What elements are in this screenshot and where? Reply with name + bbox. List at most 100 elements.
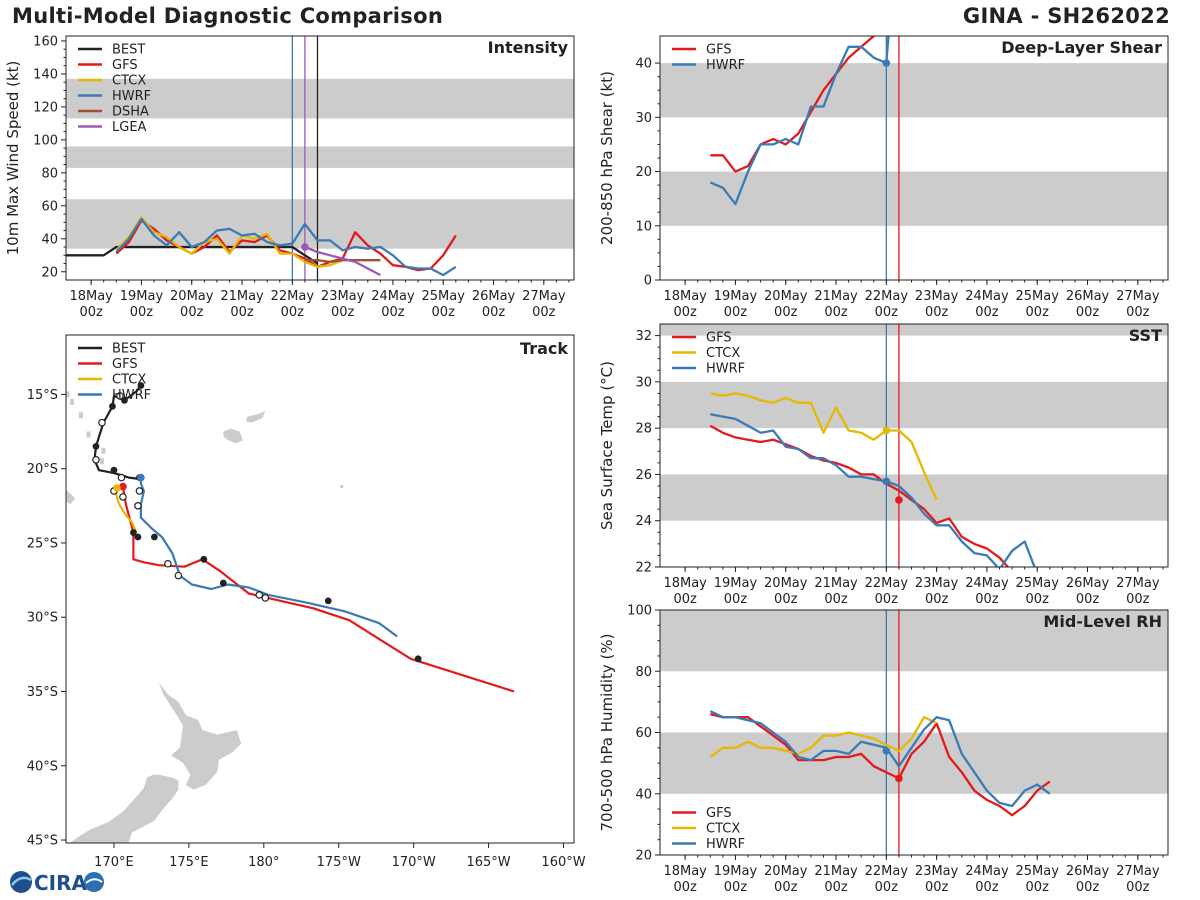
x-tick-label: 00z	[975, 880, 999, 895]
island	[69, 398, 74, 405]
y-tick-label: 26	[635, 468, 652, 483]
island	[99, 458, 104, 465]
y-tick-label: 40	[635, 787, 652, 802]
x-tick-label: 00z	[975, 305, 999, 320]
current-position	[113, 484, 121, 492]
series-line-lgea	[304, 245, 381, 277]
y-tick-label: 22	[635, 561, 652, 576]
x-tick-label: 26May	[1066, 289, 1110, 304]
track-point-00z	[324, 597, 332, 605]
track-point-12z	[92, 455, 100, 464]
x-tick-label: 00z	[381, 305, 405, 320]
storm-id: GINA - SH262022	[962, 4, 1170, 28]
lat-tick-label: 30°S	[27, 611, 58, 626]
series-line-ctcx	[709, 716, 938, 758]
x-tick-label: 00z	[230, 305, 254, 320]
track-point-00z	[151, 533, 158, 541]
x-tick-label: 25May	[1016, 289, 1060, 304]
x-tick-label: 25May	[422, 289, 466, 304]
track-point-12z	[135, 487, 144, 495]
y-tick-label: 20	[635, 849, 652, 864]
x-tick-label: 00z	[281, 305, 305, 320]
legend-label: BEST	[112, 43, 145, 58]
x-tick-label: 00z	[1026, 592, 1050, 607]
x-tick-label: 00z	[724, 880, 748, 895]
y-tick-label: 32	[635, 329, 652, 344]
x-tick-label: 24May	[965, 576, 1009, 591]
lat-tick-label: 35°S	[27, 685, 58, 700]
current-position	[137, 473, 145, 482]
track-point-00z	[109, 402, 116, 410]
current-marker	[895, 774, 903, 783]
track-point-12z	[164, 559, 172, 568]
lat-tick-label: 20°S	[27, 462, 58, 477]
panel-track: 170°E 175°E 180° 175°W 170°W 165°W 160°W 15°S 20…	[27, 334, 586, 870]
x-tick-label: 00z	[1126, 880, 1150, 895]
x-tick-label: 19May	[714, 576, 758, 591]
y-tick-label: 20	[635, 165, 652, 180]
y-tick-label: 60	[41, 199, 58, 214]
lon-tick-label: 165°W	[466, 855, 510, 870]
y-axis-label: Sea Surface Temp (°C)	[598, 361, 616, 530]
y-tick-label: 140	[33, 67, 58, 82]
lat-tick-label: 25°S	[27, 536, 58, 551]
x-tick-label: 18May	[663, 289, 707, 304]
y-tick-label: 40	[41, 232, 58, 247]
track-point-12z	[174, 571, 183, 580]
x-tick-label: 00z	[532, 305, 556, 320]
island	[101, 447, 106, 454]
x-tick-label: 22May	[271, 289, 315, 304]
shaded-band	[660, 610, 1168, 672]
x-tick-label: 00z	[925, 880, 949, 895]
legend-label: CTCX	[112, 74, 146, 89]
x-tick-label: 23May	[915, 864, 959, 879]
x-tick-label: 00z	[1026, 880, 1050, 895]
x-tick-label: 26May	[472, 289, 516, 304]
y-tick-label: 20	[41, 265, 58, 280]
x-tick-label: 22May	[865, 864, 909, 879]
panel-title: SST	[1129, 326, 1162, 345]
land-mass	[69, 774, 179, 843]
track-point-00z	[92, 443, 100, 450]
x-tick-label: 00z	[824, 880, 848, 895]
y-tick-label: 120	[33, 100, 58, 115]
x-tick-label: 00z	[975, 592, 999, 607]
x-tick-label: 18May	[663, 864, 707, 879]
panel-sst: 22242628303218May00z19May00z20May00z21Ma…	[598, 323, 1169, 607]
x-tick-label: 21May	[814, 576, 858, 591]
x-tick-label: 21May	[814, 864, 858, 879]
x-tick-label: 00z	[774, 880, 798, 895]
island	[86, 431, 91, 438]
lon-tick-label: 175°W	[317, 855, 361, 870]
x-tick-label: 00z	[180, 305, 204, 320]
x-tick-label: 23May	[915, 576, 959, 591]
track-point-00z	[110, 466, 118, 474]
series-line-gfs	[709, 424, 1010, 567]
panel-title: Intensity	[488, 38, 569, 57]
land-mass	[223, 428, 243, 444]
series-line-hwrf	[710, 413, 1036, 567]
shaded-band	[660, 732, 1168, 794]
lat-tick-label: 40°S	[27, 759, 58, 774]
panel-shear: 01020304018May00z19May00z20May00z21May00…	[598, 35, 1169, 320]
map-content	[66, 382, 515, 843]
plot-frame	[65, 334, 575, 844]
x-tick-label: 24May	[965, 289, 1009, 304]
series-line-gfs	[710, 712, 1051, 817]
legend-label: HWRF	[706, 58, 745, 73]
y-axis-label: 200-850 hPa Shear (kt)	[598, 71, 616, 245]
series-line-hwrf	[115, 217, 457, 277]
track-point-00z	[200, 555, 208, 563]
legend-label: GFS	[706, 331, 732, 346]
panel-intensity: 2040608010012014016018May00z19May00z20Ma…	[4, 34, 575, 320]
x-tick-label: 00z	[1026, 305, 1050, 320]
track-line-gfs	[121, 486, 515, 693]
x-tick-label: 22May	[865, 289, 909, 304]
x-tick-label: 18May	[69, 289, 113, 304]
x-tick-label: 00z	[774, 592, 798, 607]
track-point-00z	[130, 529, 137, 536]
shaded-band	[660, 381, 1168, 429]
track-point-00z	[121, 396, 128, 404]
x-tick-label: 25May	[1016, 864, 1060, 879]
x-tick-label: 00z	[673, 592, 697, 607]
